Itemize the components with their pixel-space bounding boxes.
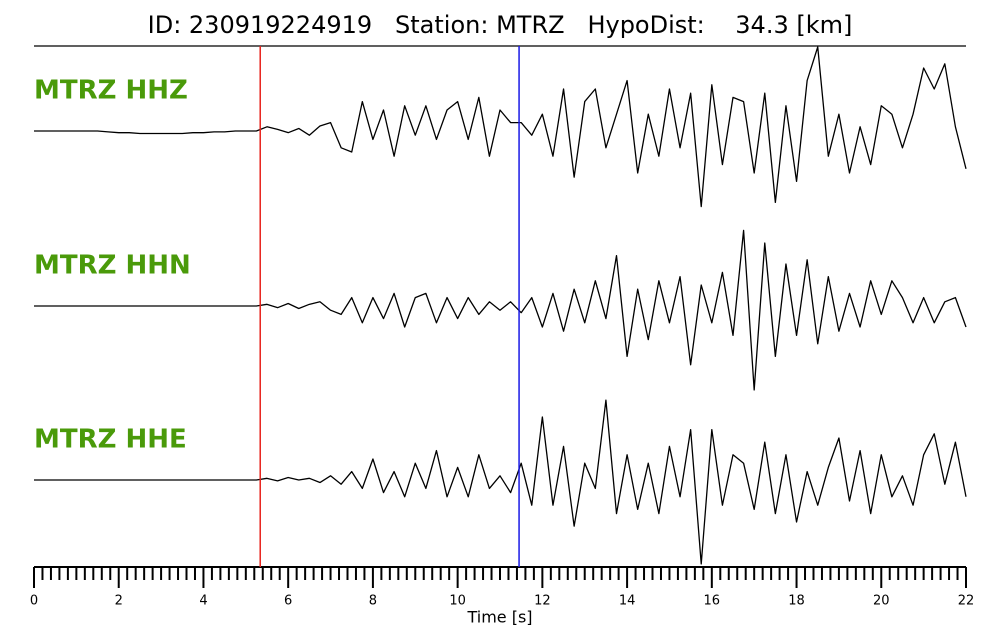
x-axis-label: Time [s] [466,608,532,627]
waveform [34,399,967,565]
x-tick-label: 12 [534,594,551,609]
x-tick-label: 16 [704,594,721,609]
x-tick-label: 22 [958,594,975,609]
x-tick-label: 10 [449,594,466,609]
trace-label: MTRZ HHN [34,251,191,281]
x-tick-label: 0 [30,594,38,609]
chart-title: ID: 230919224919 Station: MTRZ HypoDist:… [148,11,853,39]
x-tick-label: 4 [199,594,207,609]
trace-label: MTRZ HHE [34,425,187,455]
x-tick-label: 8 [369,594,377,609]
waveform [34,229,967,391]
x-tick-label: 14 [619,594,636,609]
trace-label: MTRZ HHZ [34,76,188,106]
waveform [34,46,967,208]
x-tick-label: 6 [284,594,292,609]
x-tick-label: 2 [115,594,123,609]
x-tick-label: 20 [873,594,890,609]
x-tick-label: 18 [788,594,805,609]
